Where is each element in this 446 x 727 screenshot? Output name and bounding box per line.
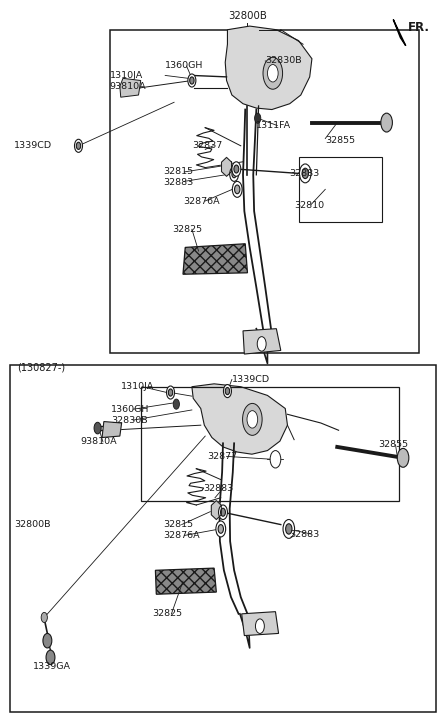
- Polygon shape: [243, 329, 281, 354]
- Circle shape: [234, 165, 239, 173]
- Circle shape: [76, 142, 81, 150]
- Polygon shape: [183, 244, 248, 274]
- Text: 32883: 32883: [290, 529, 320, 539]
- Text: FR.: FR.: [408, 21, 429, 34]
- Circle shape: [168, 389, 173, 396]
- Circle shape: [255, 113, 261, 124]
- Circle shape: [188, 74, 196, 87]
- Circle shape: [225, 387, 230, 395]
- Text: 32855: 32855: [378, 441, 408, 449]
- Text: 1339CD: 1339CD: [14, 141, 52, 150]
- Circle shape: [223, 385, 231, 398]
- Circle shape: [216, 521, 226, 537]
- Text: 32830B: 32830B: [265, 56, 302, 65]
- Text: 32883: 32883: [290, 169, 320, 178]
- Polygon shape: [211, 501, 221, 520]
- Polygon shape: [222, 158, 231, 176]
- Circle shape: [232, 171, 236, 177]
- Text: 32800B: 32800B: [228, 11, 267, 21]
- Circle shape: [190, 77, 194, 84]
- Circle shape: [46, 650, 55, 664]
- Circle shape: [219, 505, 227, 520]
- Text: 32876A: 32876A: [183, 197, 219, 206]
- Text: 32883: 32883: [163, 177, 193, 187]
- Text: 32825: 32825: [172, 225, 202, 234]
- Text: 32830B: 32830B: [111, 416, 148, 425]
- Bar: [110, 30, 419, 353]
- Circle shape: [268, 65, 278, 82]
- Text: 1339GA: 1339GA: [33, 662, 71, 671]
- Bar: [10, 365, 436, 712]
- Text: 32883: 32883: [203, 483, 233, 493]
- Circle shape: [41, 612, 47, 622]
- Text: 1311FA: 1311FA: [256, 121, 292, 130]
- Polygon shape: [102, 422, 122, 438]
- Text: 1360GH: 1360GH: [111, 405, 149, 414]
- Text: 32810: 32810: [294, 201, 324, 210]
- Circle shape: [173, 399, 179, 409]
- Text: 1339CD: 1339CD: [232, 375, 270, 384]
- Circle shape: [243, 403, 262, 435]
- Circle shape: [397, 449, 409, 467]
- Circle shape: [43, 633, 52, 648]
- Text: 1310JA: 1310JA: [110, 71, 143, 80]
- Text: (130827-): (130827-): [17, 362, 66, 372]
- Text: 1310JA: 1310JA: [121, 382, 154, 391]
- Text: 93810A: 93810A: [110, 82, 146, 91]
- Polygon shape: [242, 611, 279, 635]
- Polygon shape: [120, 79, 141, 97]
- Circle shape: [256, 619, 264, 633]
- Text: 32815: 32815: [163, 167, 193, 177]
- Polygon shape: [225, 26, 312, 110]
- Text: 32815: 32815: [163, 520, 193, 529]
- Circle shape: [247, 411, 258, 428]
- Circle shape: [302, 168, 309, 179]
- Circle shape: [230, 167, 239, 181]
- Bar: [141, 387, 399, 502]
- Circle shape: [257, 337, 266, 351]
- Circle shape: [299, 164, 311, 182]
- Circle shape: [218, 525, 223, 534]
- Circle shape: [221, 508, 225, 516]
- Text: 32855: 32855: [325, 135, 355, 145]
- Text: 32876A: 32876A: [163, 531, 200, 540]
- Text: 32837: 32837: [192, 141, 222, 150]
- Circle shape: [94, 422, 101, 434]
- Circle shape: [235, 185, 240, 193]
- Circle shape: [74, 140, 83, 153]
- Polygon shape: [192, 384, 288, 454]
- Circle shape: [381, 113, 392, 132]
- Text: 1360GH: 1360GH: [165, 62, 203, 71]
- Text: 32800B: 32800B: [14, 520, 50, 529]
- Polygon shape: [155, 568, 216, 594]
- Polygon shape: [393, 20, 406, 46]
- Circle shape: [270, 451, 281, 468]
- Circle shape: [232, 162, 241, 176]
- Circle shape: [263, 57, 283, 89]
- Text: 32825: 32825: [152, 609, 182, 619]
- Text: 93810A: 93810A: [81, 438, 117, 446]
- Circle shape: [166, 386, 174, 399]
- Text: 32877: 32877: [207, 452, 238, 461]
- Circle shape: [285, 523, 292, 534]
- Circle shape: [232, 181, 242, 197]
- Circle shape: [283, 520, 294, 539]
